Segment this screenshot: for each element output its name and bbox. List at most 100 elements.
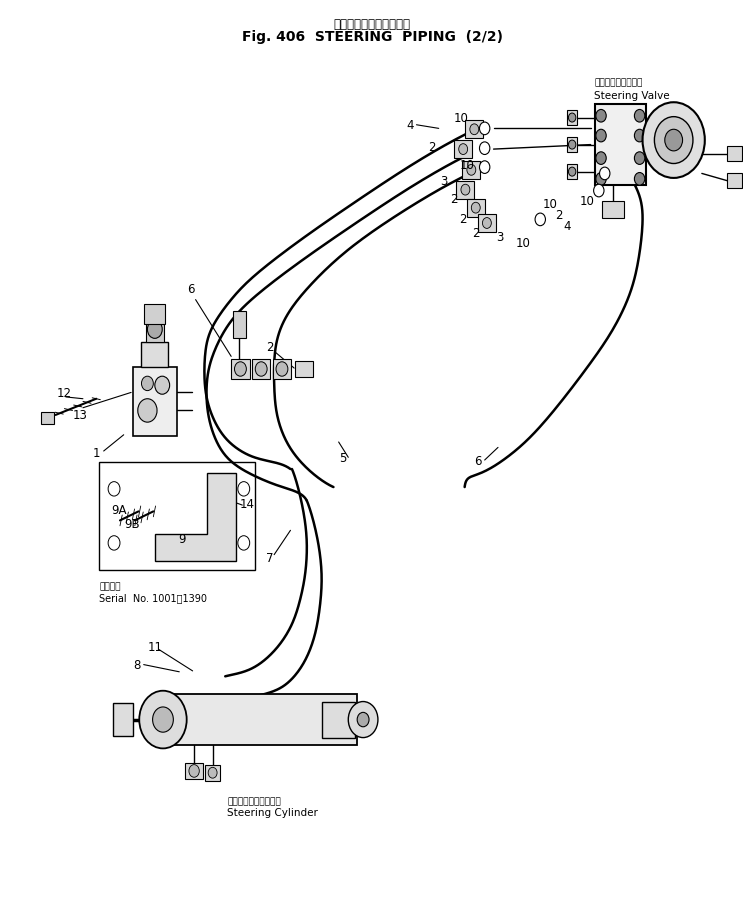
Circle shape [635, 130, 645, 143]
Bar [478, 215, 496, 233]
Text: 11: 11 [148, 640, 163, 654]
Text: 10: 10 [516, 237, 530, 250]
Text: ステアリングシリンダ: ステアリングシリンダ [228, 796, 281, 805]
Text: 3: 3 [440, 175, 448, 188]
Text: 9A: 9A [111, 504, 126, 517]
Text: 10: 10 [542, 198, 557, 210]
Circle shape [535, 214, 545, 227]
Text: 12: 12 [57, 386, 72, 399]
Text: ステアリングバルブ: ステアリングバルブ [594, 78, 643, 87]
Circle shape [357, 712, 369, 727]
Text: 9: 9 [178, 533, 185, 545]
Bar [141, 342, 168, 368]
Bar [727, 174, 742, 189]
Bar [163, 694, 357, 745]
Circle shape [635, 110, 645, 123]
Circle shape [138, 399, 157, 423]
Bar [466, 121, 483, 139]
Circle shape [255, 362, 267, 377]
Bar [321, 702, 355, 738]
Circle shape [348, 702, 378, 738]
Circle shape [635, 153, 645, 165]
Text: ステアリングパイピング: ステアリングパイピング [333, 18, 411, 32]
Bar [273, 359, 291, 379]
Bar [185, 763, 203, 779]
Text: 10: 10 [580, 195, 594, 208]
Text: Serial  No. 1001～1390: Serial No. 1001～1390 [99, 592, 208, 602]
Text: Steering Cylinder: Steering Cylinder [228, 807, 318, 817]
Circle shape [461, 185, 470, 196]
Text: 2: 2 [472, 228, 480, 240]
Text: 2: 2 [460, 213, 467, 226]
Text: Fig. 406  STEERING  PIPING  (2/2): Fig. 406 STEERING PIPING (2/2) [242, 31, 502, 44]
Circle shape [238, 482, 250, 497]
Text: 8: 8 [133, 658, 141, 671]
Text: 2: 2 [555, 209, 562, 222]
Bar [602, 202, 624, 219]
Circle shape [208, 768, 217, 778]
Text: 7: 7 [266, 551, 274, 564]
Text: 2: 2 [429, 141, 436, 154]
Text: 10: 10 [454, 112, 469, 125]
Circle shape [141, 377, 153, 391]
Text: 9B: 9B [124, 517, 140, 530]
Circle shape [153, 707, 173, 732]
Circle shape [147, 321, 162, 339]
Circle shape [655, 117, 693, 164]
Bar [112, 703, 133, 736]
Circle shape [234, 362, 246, 377]
Circle shape [479, 143, 490, 155]
Circle shape [479, 162, 490, 174]
Circle shape [568, 168, 576, 177]
Circle shape [459, 144, 468, 155]
Text: 2: 2 [450, 193, 458, 206]
Circle shape [596, 110, 606, 123]
Circle shape [594, 185, 604, 198]
Circle shape [479, 123, 490, 135]
Text: 5: 5 [339, 452, 346, 464]
Circle shape [600, 168, 610, 181]
Text: 4: 4 [563, 220, 571, 233]
Circle shape [665, 130, 682, 152]
Circle shape [470, 125, 478, 135]
Bar [467, 200, 484, 218]
Bar [727, 147, 742, 162]
Text: Steering Valve: Steering Valve [594, 91, 670, 101]
Polygon shape [155, 473, 237, 562]
Text: 10: 10 [460, 159, 475, 172]
Circle shape [596, 173, 606, 186]
Circle shape [568, 141, 576, 150]
Bar [595, 105, 646, 186]
Bar [99, 462, 255, 571]
Bar [144, 305, 165, 324]
Bar [231, 359, 250, 379]
Circle shape [482, 219, 491, 229]
Bar [455, 141, 472, 159]
Circle shape [596, 153, 606, 165]
Circle shape [238, 536, 250, 551]
Circle shape [139, 691, 187, 749]
Bar [463, 162, 480, 180]
Bar [252, 359, 271, 379]
Bar [295, 361, 313, 377]
Bar [233, 312, 246, 339]
Text: 14: 14 [240, 498, 255, 510]
Circle shape [276, 362, 288, 377]
Text: 2: 2 [266, 340, 274, 354]
Text: 6: 6 [474, 454, 482, 467]
Bar [567, 138, 577, 153]
Circle shape [155, 377, 170, 395]
Circle shape [568, 114, 576, 123]
Circle shape [108, 536, 120, 551]
Circle shape [108, 482, 120, 497]
Bar [205, 765, 220, 781]
Bar [132, 368, 177, 436]
Text: 適用号機: 適用号機 [99, 582, 121, 591]
Text: 1: 1 [92, 447, 100, 460]
Text: 13: 13 [73, 409, 88, 422]
Circle shape [643, 103, 705, 179]
Bar [457, 182, 474, 200]
Circle shape [189, 765, 199, 777]
Text: 3: 3 [496, 231, 504, 244]
Circle shape [596, 130, 606, 143]
